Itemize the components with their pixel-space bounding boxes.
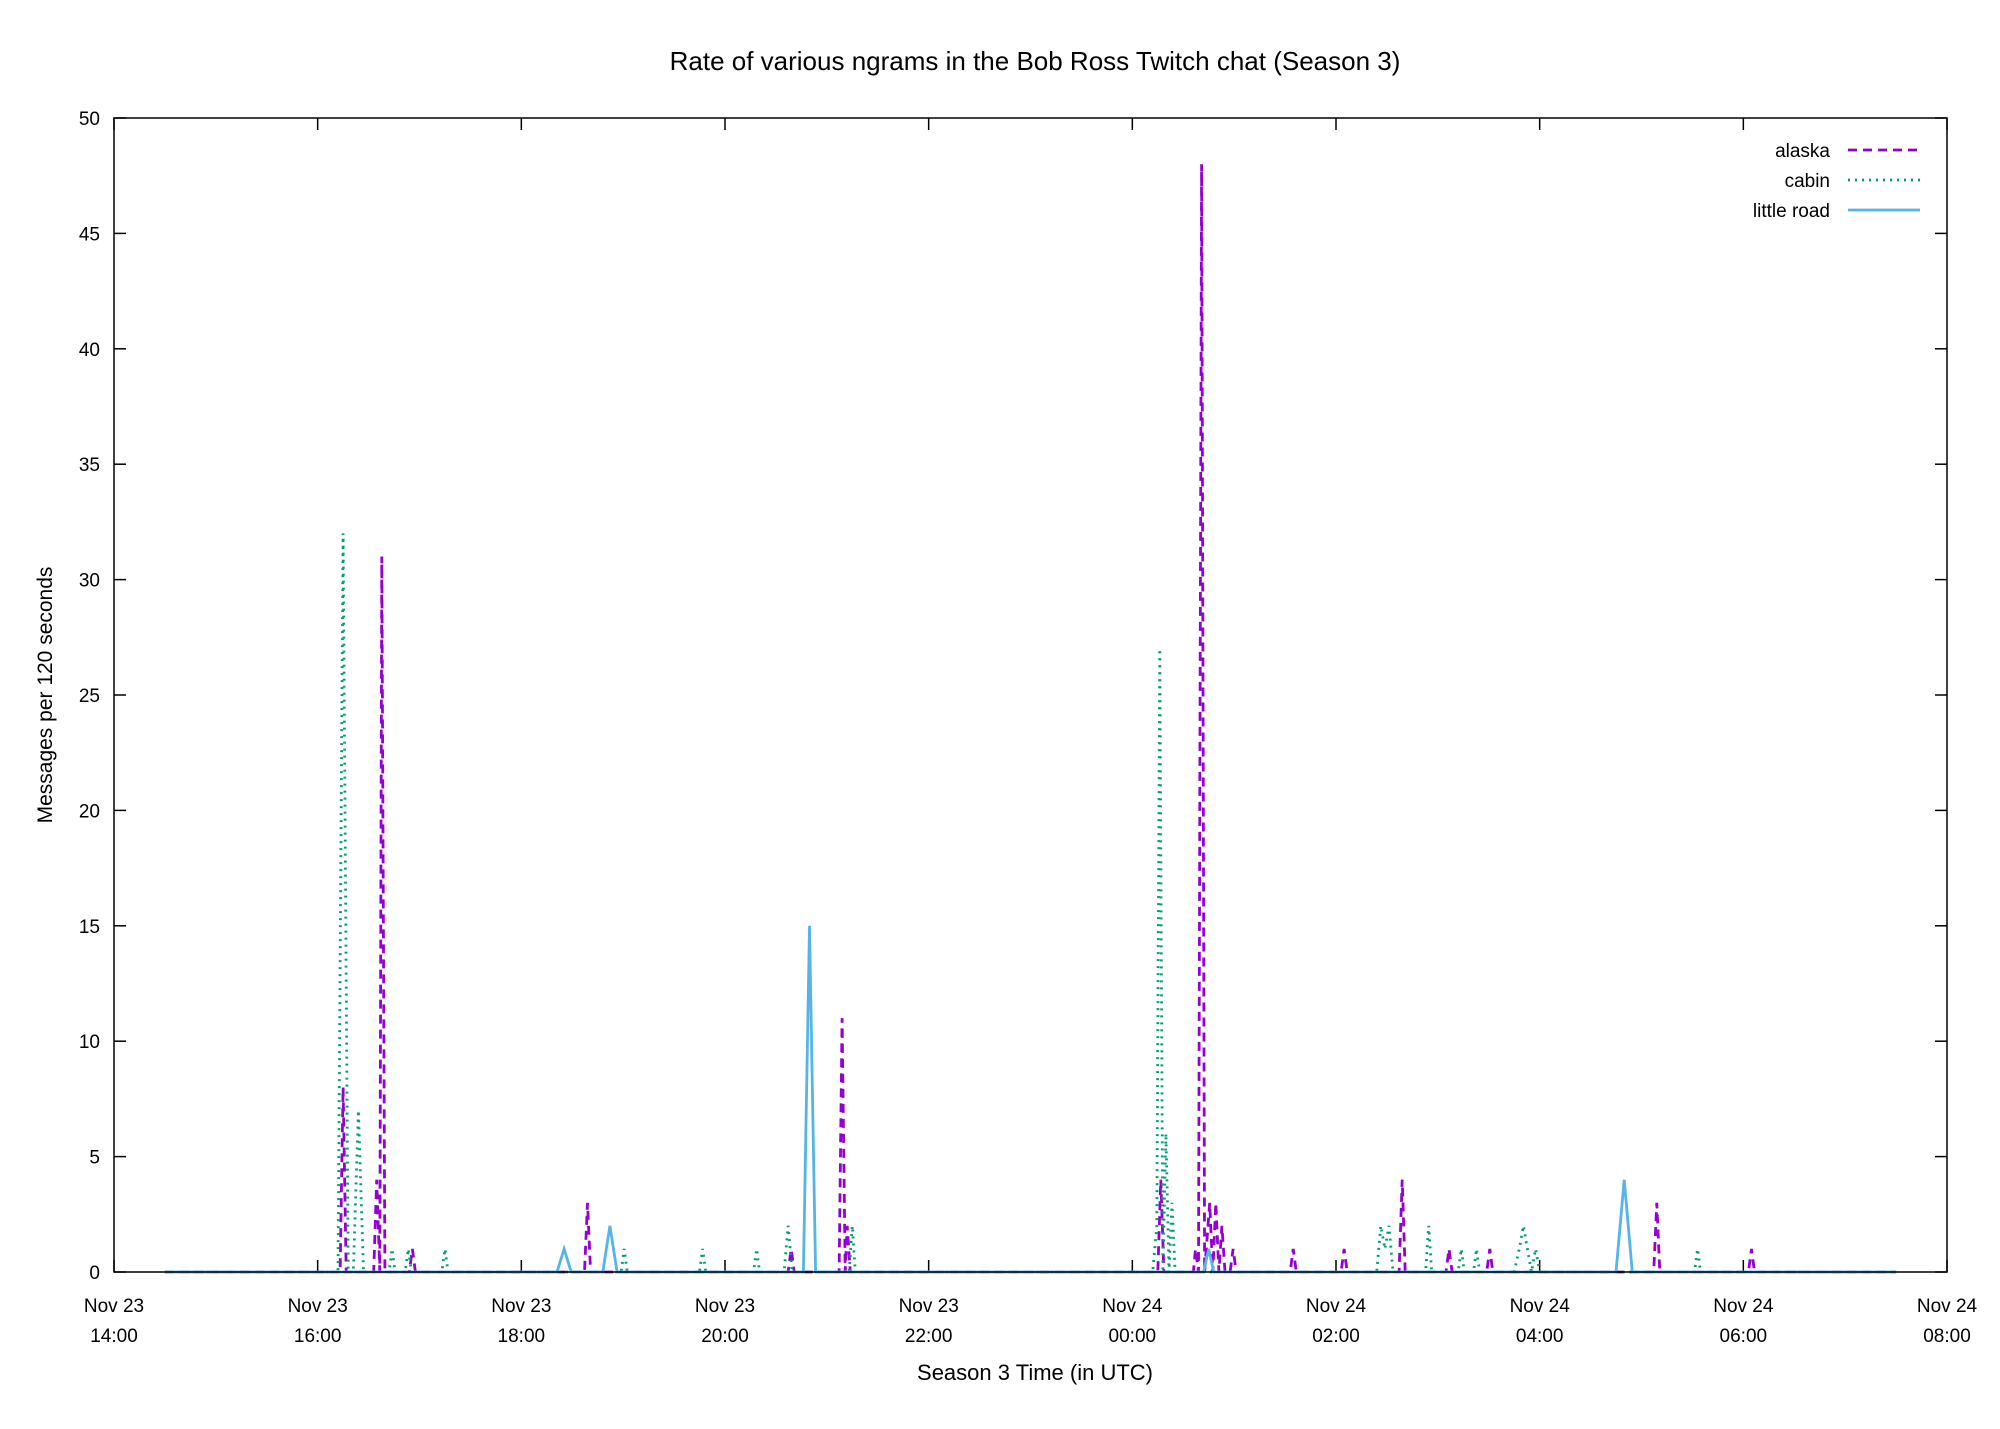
legend-label: alaska [1775,141,1830,162]
chart-title: Rate of various ngrams in the Bob Ross T… [670,46,1401,76]
x-tick-label-date: Nov 24 [1306,1296,1367,1317]
x-tick-label-time: 18:00 [498,1326,546,1347]
x-tick-label-time: 20:00 [701,1326,749,1347]
legend-label: cabin [1785,171,1830,192]
y-tick-label: 35 [79,455,100,476]
x-axis-label: Season 3 Time (in UTC) [917,1360,1153,1385]
x-tick-label-date: Nov 23 [288,1296,348,1317]
x-tick-label-date: Nov 24 [1917,1296,1978,1317]
x-tick-label-date: Nov 23 [899,1296,959,1317]
series-line-alaska [164,164,1897,1274]
y-tick-label: 15 [79,917,100,938]
x-tick-label-time: 06:00 [1720,1326,1768,1347]
y-tick-label: 5 [89,1148,100,1169]
y-tick-label: 30 [79,571,100,592]
x-tick-label-time: 04:00 [1516,1326,1564,1347]
x-tick-label-time: 02:00 [1312,1326,1360,1347]
plot-frame [113,117,1948,1273]
x-tick-label-date: Nov 23 [84,1296,144,1317]
x-tick-label-date: Nov 24 [1510,1296,1571,1317]
x-tick-label-date: Nov 24 [1102,1296,1163,1317]
y-tick-label: 10 [79,1032,100,1053]
y-tick-label: 25 [79,686,100,707]
series-line-cabin [164,533,1897,1274]
x-tick-label-date: Nov 23 [491,1296,551,1317]
y-tick-label: 20 [79,801,100,822]
y-tick-label: 50 [79,109,100,130]
x-tick-label-time: 08:00 [1923,1326,1971,1347]
x-tick-label-date: Nov 23 [695,1296,755,1317]
series-line-little-road [164,925,1897,1274]
legend: alaska cabin little road [1753,141,1920,222]
axis-ticks: 0 5 10 15 20 25 30 35 40 45 50 Nov 23 14:00 Nov 23 16:… [79,109,1978,1347]
y-axis-label: Messages per 120 seconds [34,567,57,824]
y-tick-label: 40 [79,340,100,361]
legend-label: little road [1753,201,1830,222]
x-tick-label-time: 22:00 [905,1326,953,1347]
x-tick-label-date: Nov 24 [1713,1296,1774,1317]
y-tick-label: 0 [89,1263,100,1284]
y-tick-label: 45 [79,224,100,245]
x-tick-label-time: 16:00 [294,1326,342,1347]
x-tick-label-time: 14:00 [90,1326,138,1347]
x-tick-label-time: 00:00 [1109,1326,1157,1347]
series-layer [164,164,1897,1274]
